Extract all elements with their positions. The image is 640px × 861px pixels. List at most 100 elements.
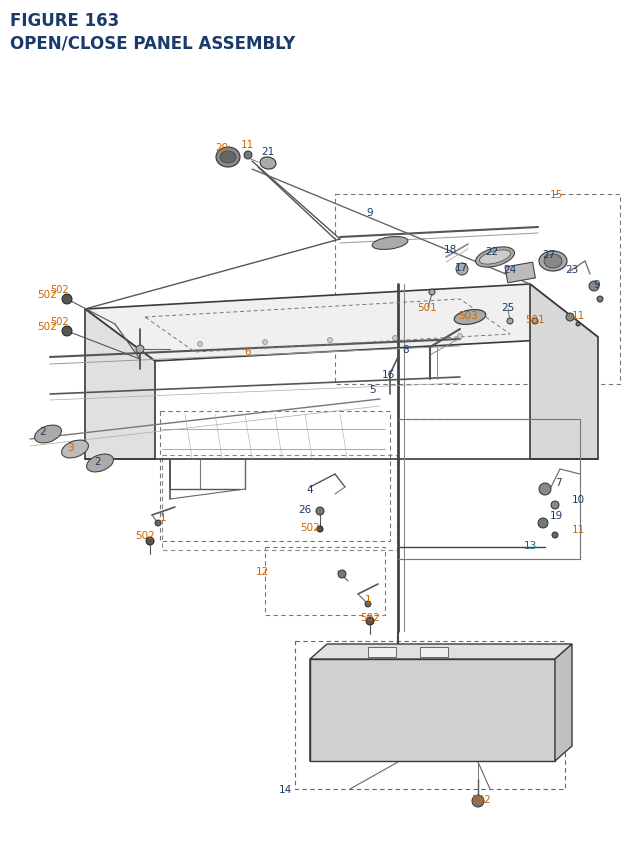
- Text: 502: 502: [135, 530, 155, 541]
- Text: 7: 7: [555, 478, 561, 487]
- Text: 503: 503: [458, 311, 478, 320]
- Circle shape: [589, 282, 599, 292]
- Text: 501: 501: [417, 303, 437, 313]
- Text: 11: 11: [241, 139, 253, 150]
- Text: 2: 2: [40, 426, 46, 437]
- Circle shape: [458, 334, 463, 339]
- Circle shape: [576, 323, 580, 326]
- Polygon shape: [85, 285, 598, 362]
- Circle shape: [539, 483, 551, 495]
- Circle shape: [532, 319, 538, 325]
- Polygon shape: [555, 644, 572, 761]
- Ellipse shape: [372, 238, 408, 251]
- Circle shape: [62, 294, 72, 305]
- Ellipse shape: [544, 255, 562, 269]
- Text: 25: 25: [501, 303, 515, 313]
- Circle shape: [328, 338, 333, 343]
- Circle shape: [338, 570, 346, 579]
- Text: 13: 13: [524, 541, 536, 550]
- Bar: [160, 412, 390, 542]
- Circle shape: [566, 313, 574, 322]
- Ellipse shape: [454, 310, 486, 325]
- Circle shape: [552, 532, 558, 538]
- Text: 502: 502: [300, 523, 320, 532]
- Polygon shape: [85, 310, 155, 460]
- Ellipse shape: [539, 251, 567, 272]
- Text: 4: 4: [307, 485, 314, 494]
- Circle shape: [429, 289, 435, 295]
- Ellipse shape: [260, 158, 276, 170]
- Polygon shape: [310, 644, 572, 660]
- Text: 23: 23: [565, 264, 579, 275]
- Circle shape: [456, 263, 468, 276]
- Ellipse shape: [476, 248, 515, 268]
- Ellipse shape: [86, 455, 113, 473]
- Text: 11: 11: [572, 524, 584, 535]
- Circle shape: [262, 340, 268, 345]
- Text: OPEN/CLOSE PANEL ASSEMBLY: OPEN/CLOSE PANEL ASSEMBLY: [10, 34, 295, 52]
- Text: 1: 1: [160, 512, 166, 523]
- Ellipse shape: [61, 441, 88, 458]
- Circle shape: [366, 617, 374, 625]
- Text: 16: 16: [381, 369, 395, 380]
- Text: 9: 9: [594, 280, 600, 289]
- Bar: [368, 647, 396, 657]
- Text: 501: 501: [525, 314, 545, 325]
- Text: 12: 12: [255, 567, 269, 576]
- Text: 502: 502: [360, 612, 380, 623]
- Bar: [295, 641, 565, 789]
- Bar: [265, 548, 385, 616]
- Text: 502: 502: [471, 794, 491, 804]
- Ellipse shape: [479, 251, 511, 265]
- Circle shape: [365, 601, 371, 607]
- Text: 18: 18: [444, 245, 456, 255]
- Text: 3: 3: [67, 443, 74, 453]
- Circle shape: [317, 526, 323, 532]
- Text: 22: 22: [485, 247, 499, 257]
- Bar: [162, 455, 397, 550]
- Circle shape: [551, 501, 559, 510]
- Circle shape: [472, 795, 484, 807]
- Circle shape: [316, 507, 324, 516]
- Text: 8: 8: [403, 344, 410, 355]
- Text: 9: 9: [367, 208, 373, 218]
- Circle shape: [136, 345, 144, 354]
- Text: 10: 10: [572, 494, 584, 505]
- Text: FIGURE 163: FIGURE 163: [10, 12, 119, 30]
- Text: 502: 502: [50, 317, 68, 326]
- Text: 2: 2: [95, 456, 101, 467]
- Text: 24: 24: [504, 264, 516, 275]
- Circle shape: [198, 342, 202, 347]
- Text: 11: 11: [572, 311, 584, 320]
- Bar: [398, 419, 580, 560]
- Circle shape: [244, 152, 252, 160]
- Text: 15: 15: [549, 189, 563, 200]
- Polygon shape: [310, 660, 555, 761]
- Text: 502: 502: [50, 285, 68, 294]
- Circle shape: [538, 518, 548, 529]
- Circle shape: [507, 319, 513, 325]
- Bar: [420, 647, 448, 657]
- Polygon shape: [530, 285, 598, 460]
- Circle shape: [62, 326, 72, 337]
- Text: 20: 20: [216, 143, 228, 152]
- Text: 17: 17: [454, 263, 468, 273]
- Ellipse shape: [35, 425, 61, 443]
- Text: 14: 14: [278, 784, 292, 794]
- Text: 502: 502: [37, 289, 57, 300]
- Text: 502: 502: [37, 322, 57, 331]
- Text: 5: 5: [369, 385, 375, 394]
- Ellipse shape: [216, 148, 240, 168]
- Bar: [505, 263, 535, 283]
- Bar: [335, 195, 620, 385]
- Circle shape: [392, 336, 397, 341]
- Text: 21: 21: [261, 147, 275, 157]
- Text: 1: 1: [365, 594, 371, 604]
- Text: 19: 19: [549, 511, 563, 520]
- Circle shape: [146, 537, 154, 545]
- Ellipse shape: [220, 152, 236, 164]
- Text: 26: 26: [298, 505, 312, 514]
- Text: 27: 27: [542, 250, 556, 260]
- Circle shape: [597, 297, 603, 303]
- Text: 6: 6: [244, 347, 252, 356]
